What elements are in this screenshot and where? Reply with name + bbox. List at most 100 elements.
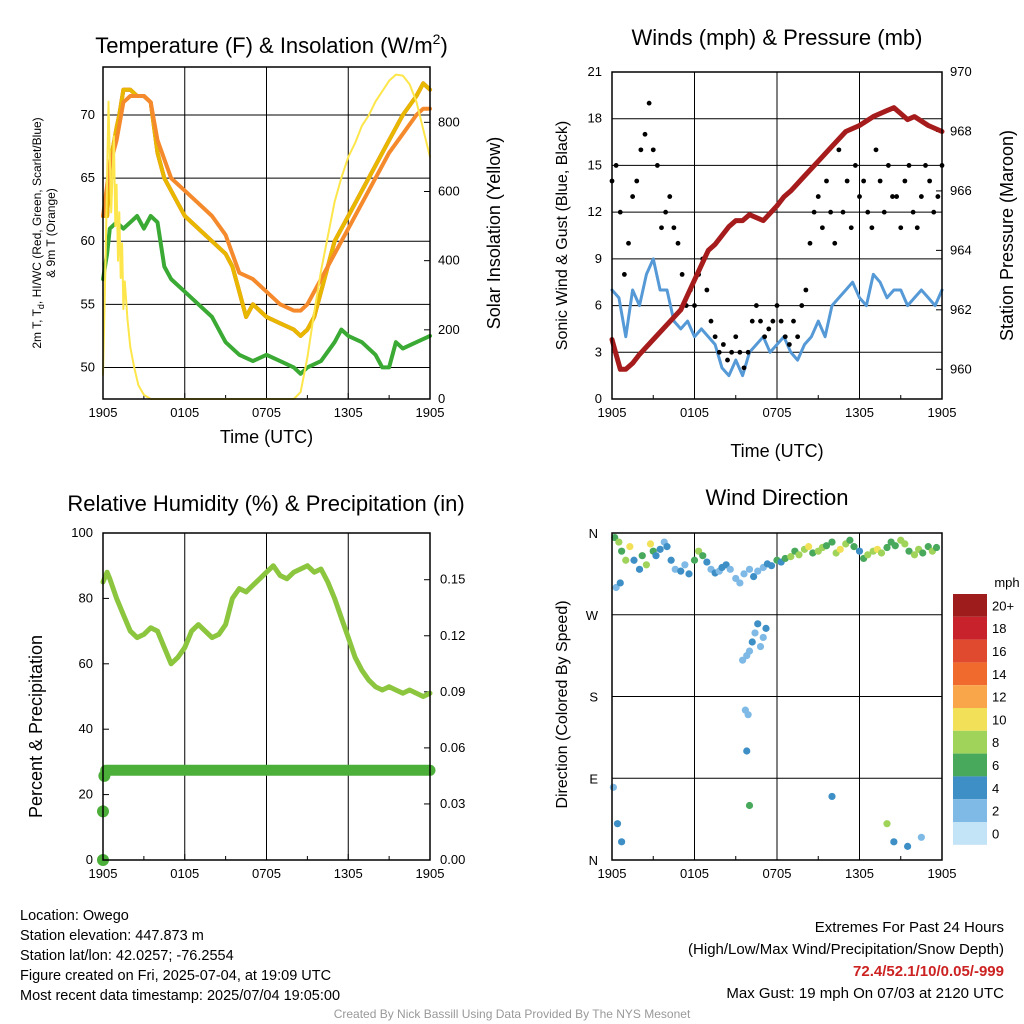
elevation-text: Station elevation: 447.873 m <box>20 928 204 944</box>
legend-swatch <box>953 708 987 731</box>
gust-point <box>894 194 900 199</box>
direction-point <box>855 547 864 555</box>
direction-point <box>745 801 754 810</box>
direction-point <box>767 562 776 570</box>
y-tick-label: 40 <box>79 721 93 736</box>
direction-point <box>762 624 770 632</box>
gust-point <box>844 178 850 184</box>
direction-point <box>677 567 685 575</box>
gust-point <box>791 318 796 324</box>
x-tick-label: 1905 <box>598 405 627 420</box>
precip-point <box>98 769 111 782</box>
y-tick-label: 70 <box>81 107 95 122</box>
y2-tick-label: 0.12 <box>440 628 465 643</box>
y2-tick-label: 0.09 <box>440 684 465 699</box>
gust-point <box>807 240 813 246</box>
gust-point <box>828 209 834 215</box>
y2-tick-label: 800 <box>438 114 460 129</box>
direction-point <box>703 558 711 566</box>
gust-point <box>762 334 768 340</box>
gust-point <box>766 326 772 332</box>
y-tick-label: 60 <box>79 656 93 671</box>
plot-frame <box>611 71 943 400</box>
legend-swatch <box>953 776 987 800</box>
direction-point <box>751 629 759 637</box>
legend-label: 0 <box>992 826 999 841</box>
gust-point <box>770 318 776 324</box>
y2-tick-label: 968 <box>950 123 972 138</box>
y-tick-label: N <box>589 853 598 868</box>
legend-label: 16 <box>992 644 1006 659</box>
gust-point <box>758 318 763 324</box>
chart-title: Wind Direction <box>705 485 848 510</box>
max-gust-text: Max Gust: 19 mph On 07/03 at 2120 UTC <box>726 985 1004 1002</box>
direction-point <box>618 547 626 555</box>
gust-point <box>885 163 891 168</box>
y-axis-label: Sonic Wind & Gust (Blue, Black) <box>554 121 571 350</box>
x-tick-label: 0105 <box>170 405 199 420</box>
legend-swatch <box>953 799 987 822</box>
y2-tick-label: 0.00 <box>440 852 465 867</box>
direction-point <box>904 842 912 850</box>
direction-point <box>828 792 836 801</box>
x-tick-label: 1305 <box>334 866 363 881</box>
latlon-text: Station lat/lon: 42.0257; -76.2554 <box>20 948 234 964</box>
direction-point <box>726 565 734 573</box>
y-tick-label: E <box>589 771 598 786</box>
direction-point <box>609 783 617 791</box>
legend-swatch <box>953 822 987 845</box>
gust-point <box>667 194 673 199</box>
created-text: Figure created on Fri, 2025-07-04, at 19… <box>20 968 332 984</box>
gust-point <box>811 209 817 215</box>
gust-point <box>799 303 805 308</box>
x-axis-label: Time (UTC) <box>220 427 313 447</box>
gust-point <box>857 194 862 199</box>
direction-point <box>846 536 854 544</box>
direction-point <box>919 549 927 557</box>
direction-point <box>890 838 898 846</box>
gust-point <box>745 349 751 355</box>
x-tick-label: 0705 <box>763 405 792 420</box>
direction-point <box>685 570 693 578</box>
y2-tick-label: 970 <box>950 64 972 79</box>
x-axis-label: Time (UTC) <box>730 441 823 461</box>
x-tick-label: 1905 <box>928 866 957 881</box>
legend-label: 6 <box>992 758 999 773</box>
y-tick-label: 12 <box>588 204 602 219</box>
y2-tick-label: 962 <box>950 302 972 317</box>
gust-point <box>638 147 644 153</box>
y-axis-label: 2m T, Td, HI/WC (Red, Green, Scarlet/Blu… <box>30 117 46 348</box>
gust-point <box>741 365 747 371</box>
series-wind <box>610 257 944 378</box>
gust-point <box>650 147 656 153</box>
direction-point <box>917 833 925 841</box>
direction-point <box>743 747 751 755</box>
direction-point <box>905 547 913 555</box>
y-tick-label: 0 <box>595 391 602 406</box>
legend-label: 2 <box>992 804 999 819</box>
extremes-info: Extremes For Past 24 Hours (High/Low/Max… <box>688 917 1004 1005</box>
gust-point <box>646 100 652 106</box>
direction-point <box>681 561 689 569</box>
x-tick-label: 0705 <box>252 866 281 881</box>
gust-point <box>819 225 825 231</box>
gust-point <box>626 240 631 246</box>
gust-point <box>902 178 908 184</box>
gust-point <box>729 349 735 355</box>
y2-tick-label: 0.15 <box>440 572 465 587</box>
legend-swatch <box>953 616 987 640</box>
gust-point <box>877 178 883 184</box>
direction-point <box>616 579 624 587</box>
legend-label: 10 <box>992 712 1006 727</box>
direction-point <box>699 552 707 560</box>
direction-point <box>656 545 664 553</box>
y-tick-label: W <box>586 608 599 623</box>
y-tick-label: 3 <box>595 344 602 359</box>
legend-label: 4 <box>992 781 999 796</box>
gust-point <box>630 194 636 199</box>
direction-point <box>745 647 754 655</box>
gust-point <box>613 163 619 168</box>
legend-label: 14 <box>992 667 1006 682</box>
plot-frame <box>611 532 943 861</box>
